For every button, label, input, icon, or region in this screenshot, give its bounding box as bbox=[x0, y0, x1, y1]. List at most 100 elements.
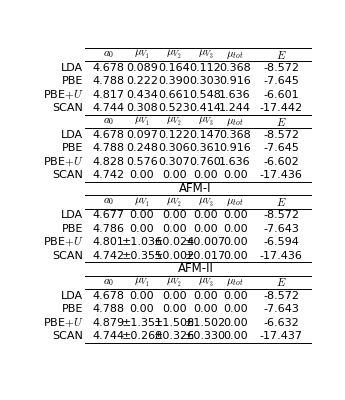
Text: $\mu_{V_1}$: $\mu_{V_1}$ bbox=[134, 195, 150, 209]
Text: 0.00: 0.00 bbox=[223, 331, 247, 341]
Text: 0.368: 0.368 bbox=[219, 130, 251, 140]
Text: 0.390: 0.390 bbox=[158, 76, 190, 86]
Text: $\mu_{V_2}$: $\mu_{V_2}$ bbox=[166, 195, 182, 209]
Text: 4.788: 4.788 bbox=[92, 144, 125, 154]
Text: SCAN: SCAN bbox=[52, 170, 83, 180]
Text: ±1.351: ±1.351 bbox=[121, 318, 162, 328]
Text: $\mu_{tot}$: $\mu_{tot}$ bbox=[226, 116, 244, 128]
Text: 4.817: 4.817 bbox=[92, 90, 125, 100]
Text: 0.308: 0.308 bbox=[126, 103, 158, 113]
Text: $\mu_{tot}$: $\mu_{tot}$ bbox=[226, 49, 244, 61]
Text: $a_0$: $a_0$ bbox=[103, 49, 114, 60]
Text: 0.916: 0.916 bbox=[219, 76, 251, 86]
Text: -17.436: -17.436 bbox=[260, 170, 303, 180]
Text: 4.786: 4.786 bbox=[92, 224, 125, 234]
Text: ±0.326: ±0.326 bbox=[154, 331, 195, 341]
Text: 4.742: 4.742 bbox=[92, 170, 125, 180]
Text: 4.828: 4.828 bbox=[92, 157, 125, 167]
Text: ±0.355: ±0.355 bbox=[121, 250, 162, 260]
Text: $\mu_{V_1}$: $\mu_{V_1}$ bbox=[134, 48, 150, 61]
Text: ±1.036: ±1.036 bbox=[121, 237, 162, 247]
Text: 0.112: 0.112 bbox=[189, 63, 221, 73]
Text: PBE: PBE bbox=[62, 144, 83, 154]
Text: $a_0$: $a_0$ bbox=[103, 116, 114, 127]
Text: 0.434: 0.434 bbox=[126, 90, 158, 100]
Text: 0.00: 0.00 bbox=[162, 304, 186, 314]
Text: $\mu_{V_1}$: $\mu_{V_1}$ bbox=[134, 276, 150, 289]
Text: -8.572: -8.572 bbox=[263, 130, 299, 140]
Text: $\mu_{V_2}$: $\mu_{V_2}$ bbox=[166, 276, 182, 289]
Text: 4.678: 4.678 bbox=[92, 130, 125, 140]
Text: 0.00: 0.00 bbox=[162, 170, 186, 180]
Text: 0.00: 0.00 bbox=[223, 250, 247, 260]
Text: ±0.017: ±0.017 bbox=[185, 250, 226, 260]
Text: $a_0$: $a_0$ bbox=[103, 277, 114, 288]
Text: 0.00: 0.00 bbox=[193, 170, 218, 180]
Text: 0.00: 0.00 bbox=[193, 304, 218, 314]
Text: 0.00: 0.00 bbox=[130, 170, 154, 180]
Text: 0.00: 0.00 bbox=[223, 291, 247, 301]
Text: ±0.007: ±0.007 bbox=[185, 237, 226, 247]
Text: -8.572: -8.572 bbox=[263, 63, 299, 73]
Text: -17.442: -17.442 bbox=[259, 103, 303, 113]
Text: ±0.330: ±0.330 bbox=[185, 331, 226, 341]
Text: 0.307: 0.307 bbox=[158, 157, 190, 167]
Text: PBE$+U$: PBE$+U$ bbox=[43, 316, 83, 329]
Text: 0.414: 0.414 bbox=[189, 103, 221, 113]
Text: -8.572: -8.572 bbox=[263, 210, 299, 220]
Text: 0.760: 0.760 bbox=[189, 157, 221, 167]
Text: ±0.024: ±0.024 bbox=[154, 237, 195, 247]
Text: -6.632: -6.632 bbox=[263, 318, 299, 328]
Text: $E$: $E$ bbox=[276, 49, 286, 61]
Text: 4.801: 4.801 bbox=[93, 237, 125, 247]
Text: AFM-II: AFM-II bbox=[178, 262, 214, 276]
Text: 0.097: 0.097 bbox=[126, 130, 158, 140]
Text: 4.678: 4.678 bbox=[92, 63, 125, 73]
Text: 0.00: 0.00 bbox=[193, 210, 218, 220]
Text: 4.742: 4.742 bbox=[92, 250, 125, 260]
Text: PBE$+U$: PBE$+U$ bbox=[43, 236, 83, 248]
Text: 0.523: 0.523 bbox=[158, 103, 190, 113]
Text: LDA: LDA bbox=[61, 63, 83, 73]
Text: 4.677: 4.677 bbox=[92, 210, 125, 220]
Text: 0.00: 0.00 bbox=[193, 224, 218, 234]
Text: 0.164: 0.164 bbox=[158, 63, 190, 73]
Text: 0.089: 0.089 bbox=[126, 63, 158, 73]
Text: $\mu_{V_3}$: $\mu_{V_3}$ bbox=[198, 195, 213, 209]
Text: 0.548: 0.548 bbox=[189, 90, 221, 100]
Text: $\mu_{V_3}$: $\mu_{V_3}$ bbox=[198, 48, 213, 61]
Text: 0.00: 0.00 bbox=[223, 318, 247, 328]
Text: 0.00: 0.00 bbox=[223, 304, 247, 314]
Text: ±1.508: ±1.508 bbox=[154, 318, 195, 328]
Text: 0.576: 0.576 bbox=[126, 157, 158, 167]
Text: 0.122: 0.122 bbox=[158, 130, 190, 140]
Text: 0.00: 0.00 bbox=[162, 224, 186, 234]
Text: 1.244: 1.244 bbox=[219, 103, 251, 113]
Text: 4.744: 4.744 bbox=[92, 331, 125, 341]
Text: LDA: LDA bbox=[61, 210, 83, 220]
Text: PBE$+U$: PBE$+U$ bbox=[43, 89, 83, 101]
Text: $E$: $E$ bbox=[276, 196, 286, 208]
Text: 0.00: 0.00 bbox=[193, 291, 218, 301]
Text: 0.00: 0.00 bbox=[130, 210, 154, 220]
Text: $E$: $E$ bbox=[276, 276, 286, 288]
Text: -7.645: -7.645 bbox=[263, 144, 299, 154]
Text: PBE: PBE bbox=[62, 224, 83, 234]
Text: 0.361: 0.361 bbox=[190, 144, 221, 154]
Text: 4.678: 4.678 bbox=[92, 291, 125, 301]
Text: -6.601: -6.601 bbox=[263, 90, 299, 100]
Text: -6.594: -6.594 bbox=[263, 237, 299, 247]
Text: 0.00: 0.00 bbox=[223, 210, 247, 220]
Text: PBE$+U$: PBE$+U$ bbox=[43, 156, 83, 168]
Text: $\mu_{tot}$: $\mu_{tot}$ bbox=[226, 276, 244, 288]
Text: -8.572: -8.572 bbox=[263, 291, 299, 301]
Text: 4.788: 4.788 bbox=[92, 76, 125, 86]
Text: $\mu_{tot}$: $\mu_{tot}$ bbox=[226, 196, 244, 208]
Text: SCAN: SCAN bbox=[52, 250, 83, 260]
Text: 0.00: 0.00 bbox=[162, 291, 186, 301]
Text: 0.368: 0.368 bbox=[219, 63, 251, 73]
Text: 0.00: 0.00 bbox=[130, 304, 154, 314]
Text: 1.636: 1.636 bbox=[219, 157, 251, 167]
Text: 4.744: 4.744 bbox=[92, 103, 125, 113]
Text: 0.00: 0.00 bbox=[223, 237, 247, 247]
